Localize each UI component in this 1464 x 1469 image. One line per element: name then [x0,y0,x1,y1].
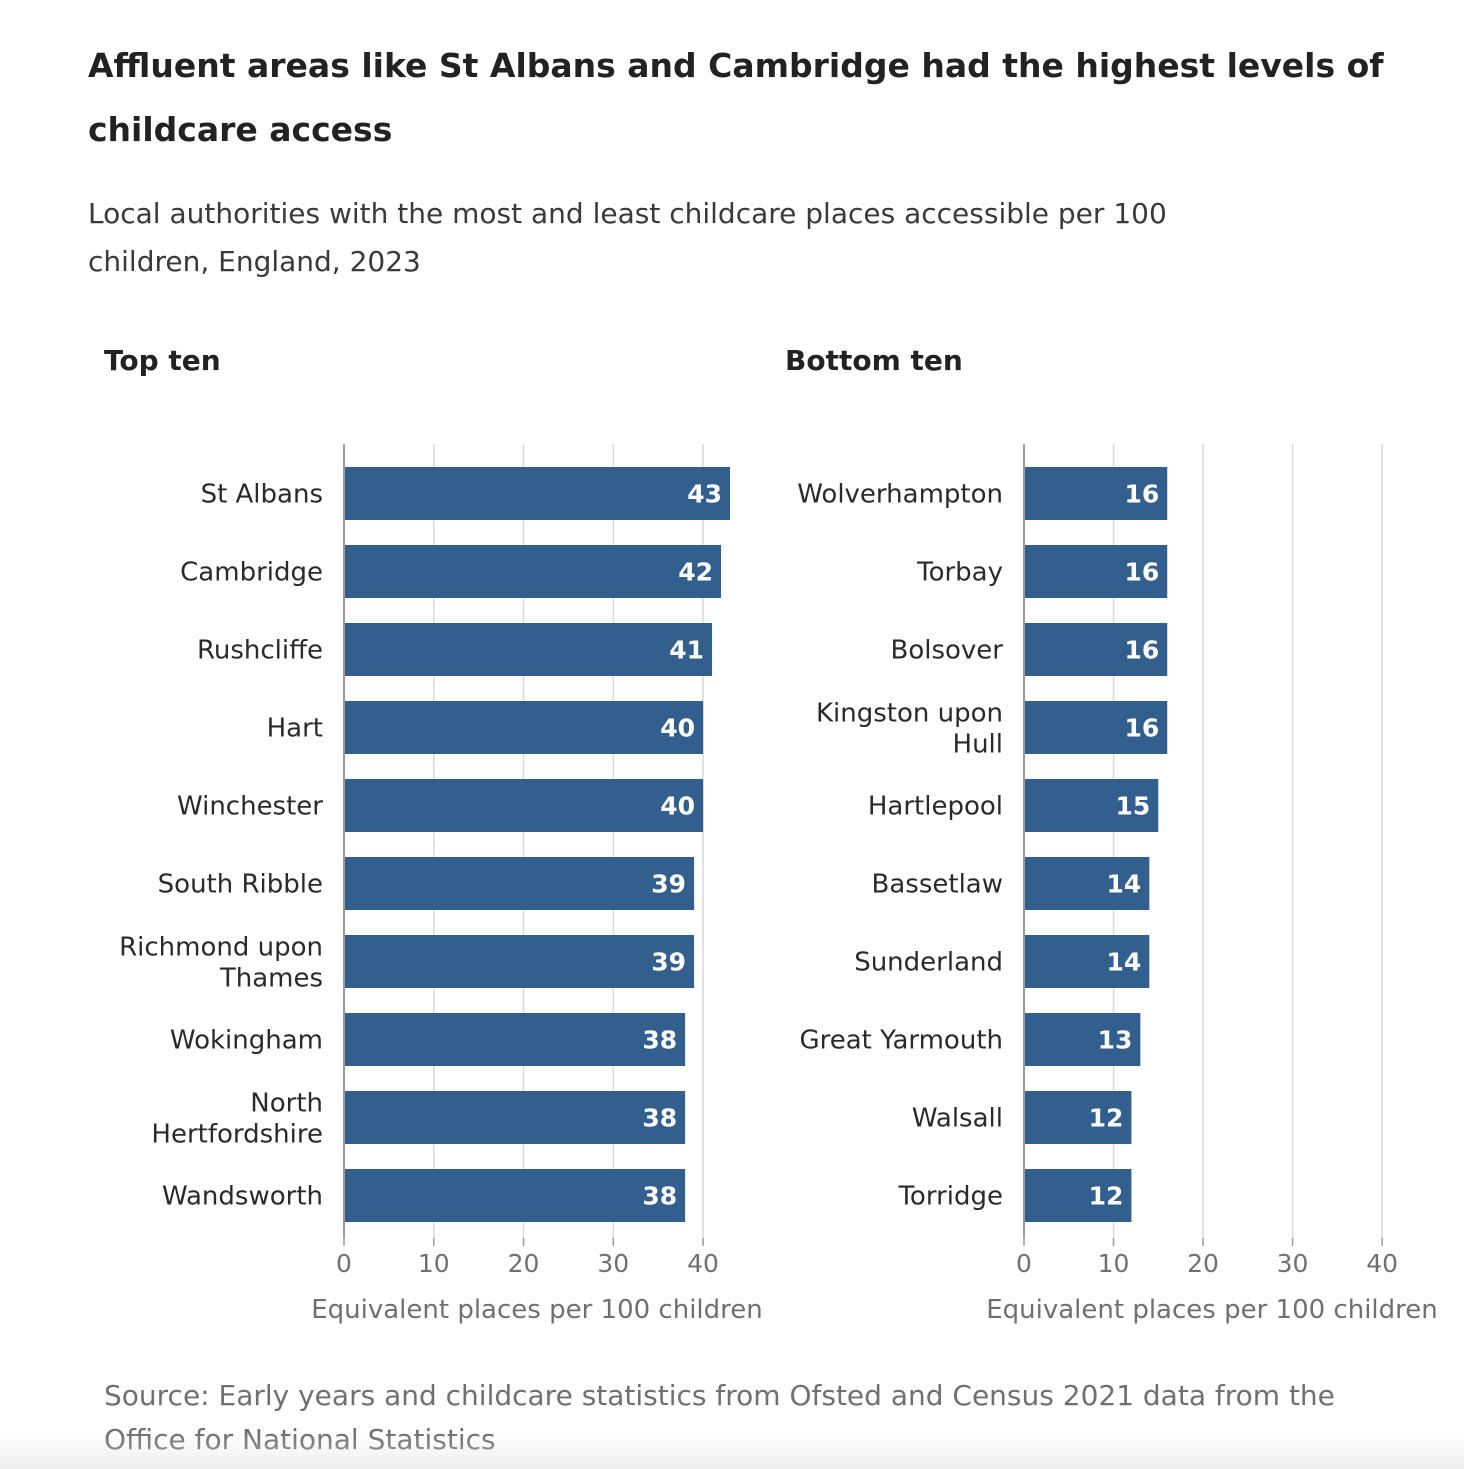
category-label-bottom-8: Walsall [912,1104,1003,1134]
tick-label-top-40: 40 [687,1249,719,1278]
category-label-top-6-line1: Thames [219,964,323,994]
category-label-top-2: Rushcliffe [197,636,323,666]
bar-bottom-3 [1024,701,1168,754]
tick-label-top-10: 10 [418,1249,450,1278]
chart-subtitle: Local authorities with the most and leas… [88,197,1167,278]
bar-top-5 [344,857,695,910]
bar-top-2 [344,623,713,676]
value-label-bottom-4: 15 [1115,792,1150,821]
bar-top-3 [344,701,704,754]
value-label-top-8: 38 [642,1104,677,1133]
category-label-top-5: South Ribble [158,870,323,900]
value-label-bottom-0: 16 [1124,480,1159,509]
bar-bottom-8 [1024,1091,1132,1144]
category-label-bottom-9: Torridge [897,1182,1003,1212]
bar-top-7 [344,1013,686,1066]
tick-label-top-30: 30 [597,1249,629,1278]
panel-title-top: Top ten [104,344,221,377]
category-label-bottom-6: Sunderland [854,948,1003,978]
category-label-top-8-line1: Hertfordshire [151,1120,323,1150]
category-label-bottom-3-line1: Hull [953,730,1003,760]
value-label-top-9: 38 [642,1182,677,1211]
value-label-top-5: 39 [651,870,686,899]
value-label-top-6: 39 [651,948,686,977]
bar-bottom-5 [1024,857,1150,910]
category-label-top-9: Wandsworth [162,1182,323,1212]
bar-bottom-4 [1024,779,1159,832]
value-label-bottom-7: 13 [1098,1026,1133,1055]
bar-bottom-1 [1024,545,1168,598]
bar-bottom-0 [1024,467,1168,520]
bar-top-6 [344,935,695,988]
bar-top-0 [344,467,730,520]
tick-label-bottom-10: 10 [1098,1249,1130,1278]
value-label-top-0: 43 [687,480,722,509]
value-label-bottom-5: 14 [1107,870,1142,899]
bar-top-9 [344,1169,686,1222]
axis-title-top: Equivalent places per 100 children [311,1295,763,1325]
bar-top-1 [344,545,722,598]
tick-label-bottom-0: 0 [1016,1249,1032,1278]
bar-top-8 [344,1091,686,1144]
category-label-bottom-1: Torbay [916,558,1003,588]
value-label-top-3: 40 [660,714,695,743]
value-label-bottom-8: 12 [1089,1104,1124,1133]
bar-bottom-9 [1024,1169,1132,1222]
tick-label-top-0: 0 [336,1249,352,1278]
tick-label-bottom-20: 20 [1187,1249,1219,1278]
category-label-top-3: Hart [267,714,323,744]
category-label-top-0: St Albans [201,480,323,510]
category-label-bottom-7: Great Yarmouth [799,1026,1003,1056]
bar-bottom-7 [1024,1013,1141,1066]
chart-area: Top ten 43 St Albans 42 Cambridge 41 Rushcliff… [104,344,1438,1325]
category-label-bottom-2: Bolsover [891,636,1004,666]
category-label-bottom-3-line0: Kingston upon [816,699,1003,729]
value-label-bottom-6: 14 [1107,948,1142,977]
value-label-top-1: 42 [678,558,713,587]
value-label-bottom-1: 16 [1124,558,1159,587]
bar-top-4 [344,779,704,832]
tick-label-top-20: 20 [508,1249,540,1278]
category-label-top-4: Winchester [177,792,323,822]
value-label-top-4: 40 [660,792,695,821]
chart-title: Affluent areas like St Albans and Cambri… [88,46,1384,149]
value-label-top-2: 41 [669,636,704,665]
axis-title-bottom: Equivalent places per 100 children [986,1295,1438,1325]
category-label-bottom-5: Bassetlaw [872,870,1003,900]
category-label-top-7: Wokingham [170,1026,323,1056]
panel-title-bottom: Bottom ten [785,344,963,377]
tick-label-bottom-40: 40 [1366,1249,1398,1278]
bar-bottom-6 [1024,935,1150,988]
category-label-top-6-line0: Richmond upon [119,933,323,963]
category-label-top-1: Cambridge [180,558,323,588]
value-label-bottom-3: 16 [1124,714,1159,743]
source-note: Source: Early years and childcare statis… [104,1379,1335,1456]
value-label-top-7: 38 [642,1026,677,1055]
category-label-bottom-4: Hartlepool [868,792,1003,822]
value-label-bottom-9: 12 [1089,1182,1124,1211]
category-label-bottom-0: Wolverhampton [797,480,1003,510]
bar-bottom-2 [1024,623,1168,676]
value-label-bottom-2: 16 [1124,636,1159,665]
tick-label-bottom-30: 30 [1277,1249,1309,1278]
category-label-top-8-line0: North [250,1089,323,1119]
